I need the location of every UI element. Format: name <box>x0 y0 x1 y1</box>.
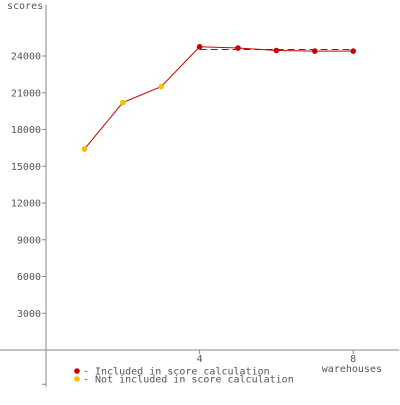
x-axis-label: warehouses <box>322 364 382 375</box>
x-tick-label-1: 8 <box>350 354 356 365</box>
y-tick-label-7: 24000 <box>11 52 41 63</box>
data-point-s0-4 <box>350 48 357 54</box>
legend-label-1: - Not included in score calculation <box>83 375 294 386</box>
data-point-s0-1 <box>235 45 241 51</box>
data-point-s1-0 <box>81 146 88 152</box>
data-point-s1-2 <box>158 83 164 90</box>
y-tick-label-0: 3000 <box>17 309 41 320</box>
y-tick-label-5: 18000 <box>11 125 41 136</box>
data-point-s0-2 <box>273 47 280 54</box>
legend-marker-1 <box>74 376 80 382</box>
y-tick-label-6: 21000 <box>11 88 41 99</box>
x-tick-label-0: 4 <box>197 354 203 365</box>
y-tick-label-2: 9000 <box>17 235 41 246</box>
y-tick-label-1: 6000 <box>17 272 41 283</box>
data-point-s0-0 <box>196 44 203 50</box>
y-tick-label-3: 12000 <box>11 199 41 210</box>
data-point-s0-3 <box>312 48 318 54</box>
data-point-s1-1 <box>120 99 126 106</box>
y-tick-label-4: 15000 <box>11 162 41 173</box>
legend-marker-0 <box>74 368 80 374</box>
legend-label-0: - Included in score calculation <box>83 367 270 378</box>
series-line <box>84 46 354 150</box>
y-axis-label: scores <box>7 1 43 12</box>
